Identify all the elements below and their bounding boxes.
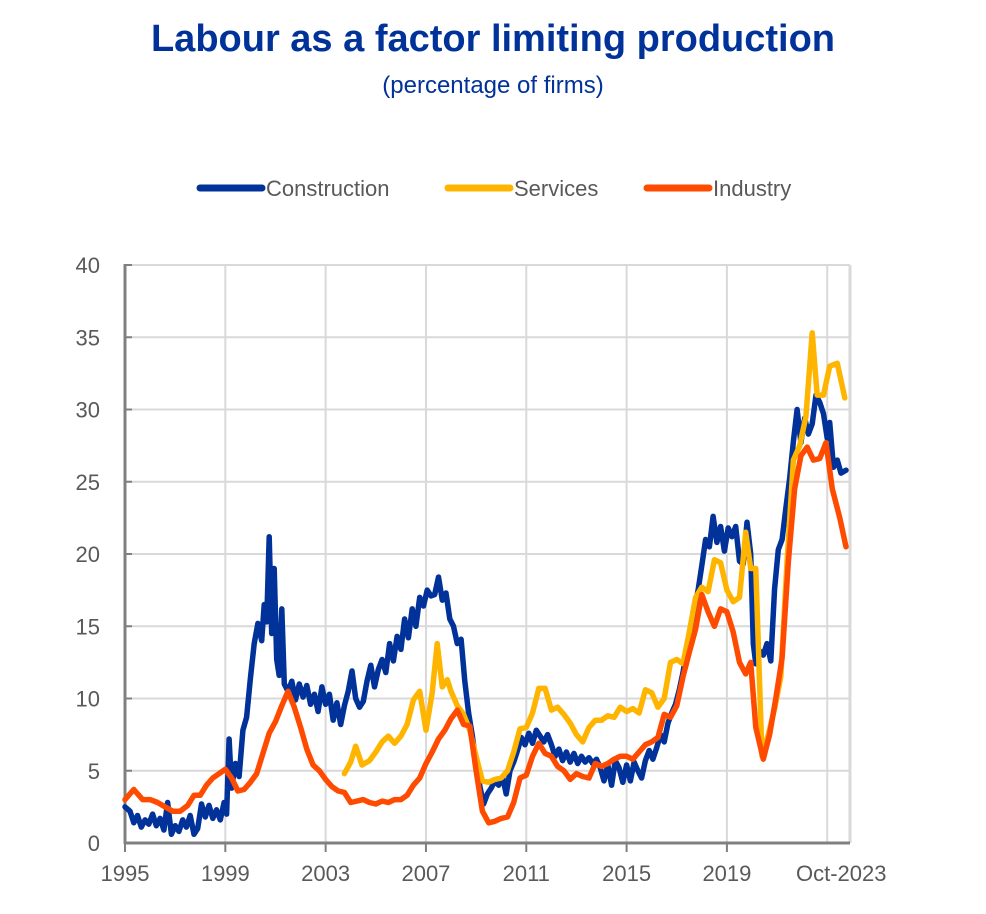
chart-subtitle: (percentage of firms) [382, 72, 604, 99]
x-tick-label: 2003 [301, 861, 350, 886]
y-tick-label: 20 [76, 542, 100, 567]
series-line-construction [122, 392, 849, 838]
tick-labels: 0 5 10 15 20 25 30 35 40 1995 1999 2003 2007 2011 2015… [76, 253, 887, 886]
x-tick-label: 2007 [401, 861, 450, 886]
x-tick-label: 2011 [503, 861, 550, 886]
legend-label-services: Services [514, 176, 598, 201]
legend: Construction Services Industry [196, 176, 791, 201]
y-tick-label: 40 [76, 253, 100, 278]
x-tick-label: 2015 [602, 861, 651, 886]
series-line-industry [122, 439, 849, 826]
legend-label-construction: Construction [266, 176, 390, 201]
axes [123, 264, 850, 852]
y-tick-label: 35 [76, 325, 100, 350]
chart-title: Labour as a factor limiting production [150, 18, 836, 60]
x-tick-label: 2019 [702, 861, 751, 886]
series-line-services [341, 330, 848, 786]
y-tick-label: 0 [88, 831, 100, 856]
y-tick-label: 5 [88, 759, 100, 784]
legend-label-industry: Industry [713, 176, 791, 201]
x-tick-label: Oct-2023 [796, 861, 887, 886]
y-tick-label: 10 [76, 687, 100, 712]
y-tick-label: 15 [76, 614, 100, 639]
y-tick-label: 30 [76, 398, 100, 423]
x-tick-label: 1999 [201, 861, 250, 886]
y-tick-label: 25 [76, 470, 100, 495]
series-lines [122, 330, 849, 838]
x-tick-label: 1995 [101, 861, 150, 886]
